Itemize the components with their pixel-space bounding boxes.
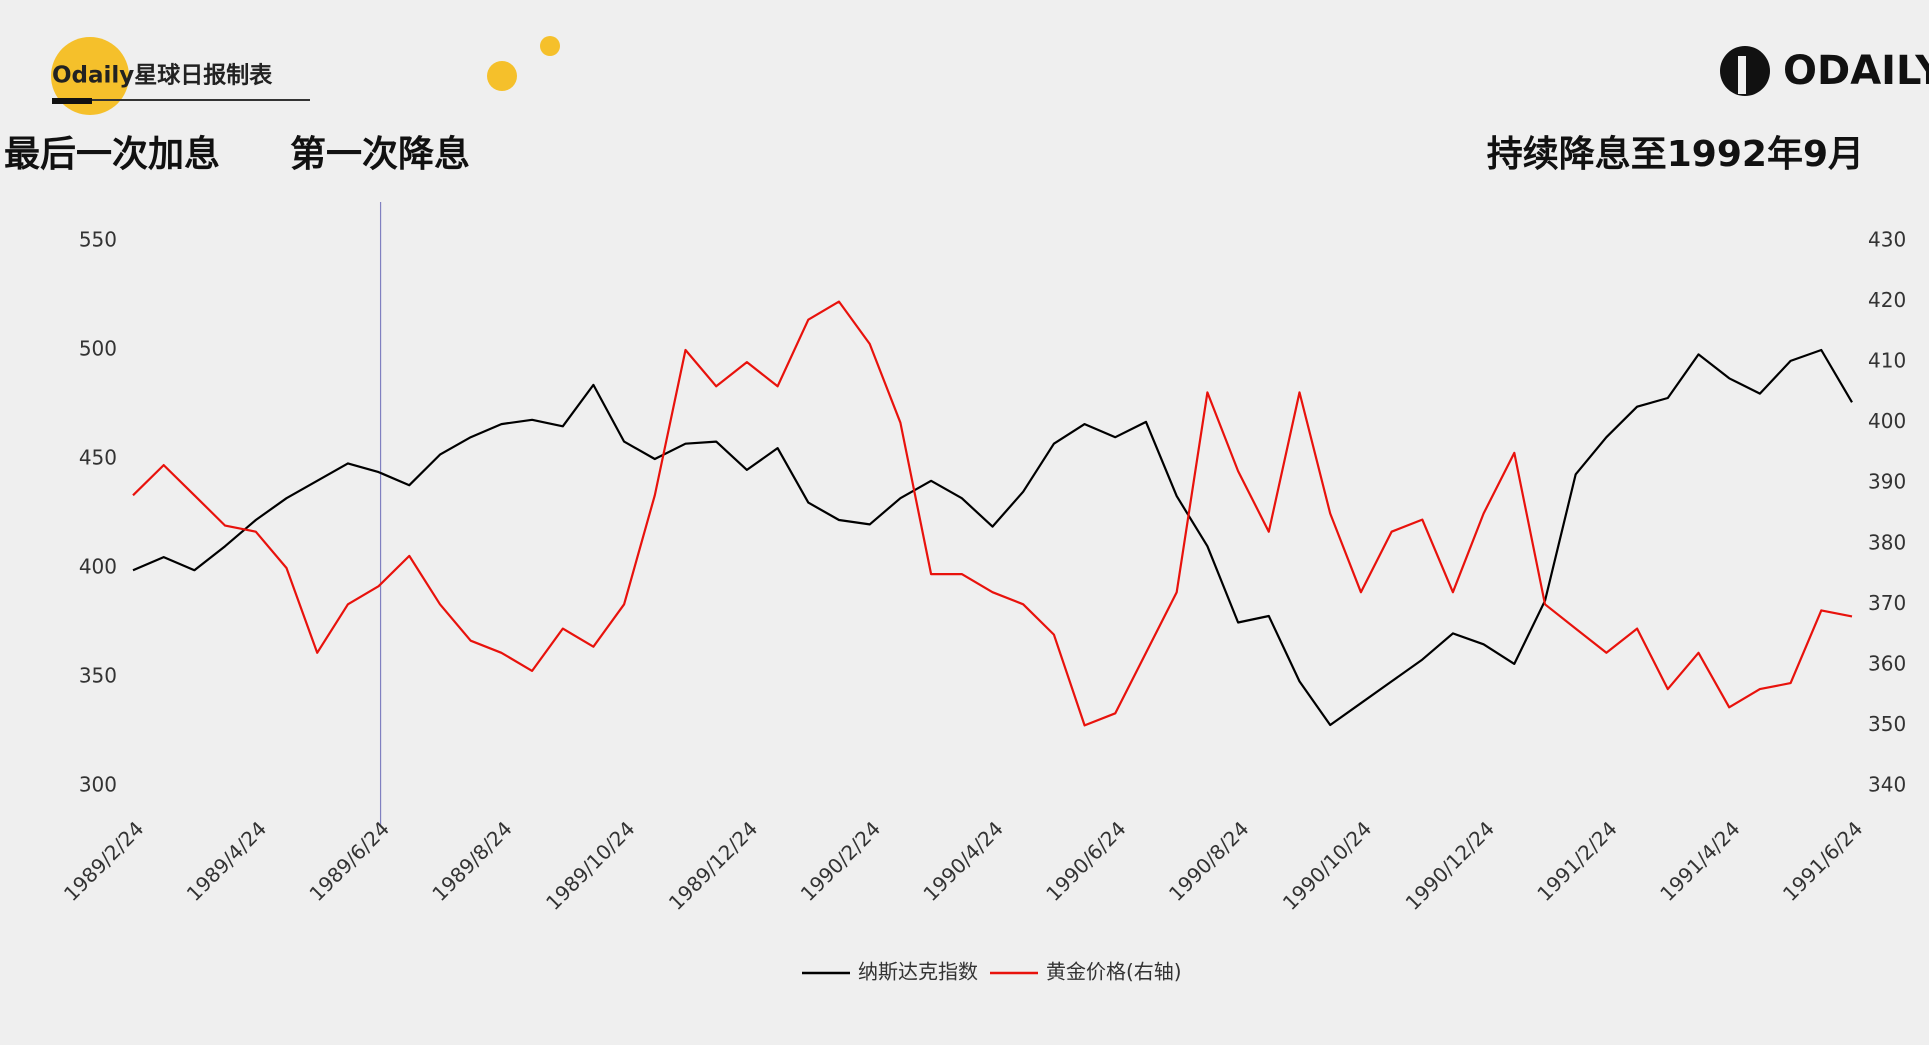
y-tick-label: 350 bbox=[79, 664, 117, 688]
y-tick-label: 500 bbox=[79, 337, 117, 361]
y-tick-label: 450 bbox=[79, 446, 117, 470]
legend-label: 纳斯达克指数 bbox=[858, 960, 978, 984]
y2-tick-label: 420 bbox=[1868, 288, 1906, 312]
y2-tick-label: 430 bbox=[1868, 228, 1906, 252]
annotation: 最后一次加息 bbox=[4, 134, 220, 175]
series-line bbox=[132, 348, 1853, 727]
logo-circle bbox=[51, 37, 129, 115]
y2-tick-label: 360 bbox=[1868, 651, 1906, 675]
brand: Odaily星球日报制表 bbox=[52, 63, 273, 89]
y2-tick-label: 350 bbox=[1868, 712, 1906, 736]
y2-tick-label: 410 bbox=[1868, 349, 1906, 373]
dot bbox=[540, 36, 560, 56]
logo-mark-cut bbox=[1738, 56, 1746, 94]
annotation: 持续降息至1992年9月 bbox=[1487, 134, 1864, 175]
y2-tick-label: 380 bbox=[1868, 530, 1906, 554]
y2-tick-label: 400 bbox=[1868, 409, 1906, 433]
annotation: 第一次降息 bbox=[290, 134, 470, 175]
y-tick-label: 550 bbox=[79, 228, 117, 252]
logo-text: ODAILY bbox=[1783, 48, 1929, 94]
y2-tick-label: 370 bbox=[1868, 591, 1906, 615]
y2-tick-label: 390 bbox=[1868, 470, 1906, 494]
y-tick-label: 400 bbox=[79, 555, 117, 579]
y-tick-label: 300 bbox=[79, 773, 117, 797]
legend-label: 黄金价格(右轴) bbox=[1046, 960, 1182, 984]
dot bbox=[487, 61, 517, 91]
series-line bbox=[132, 300, 1853, 727]
y2-tick-label: 340 bbox=[1868, 773, 1906, 797]
